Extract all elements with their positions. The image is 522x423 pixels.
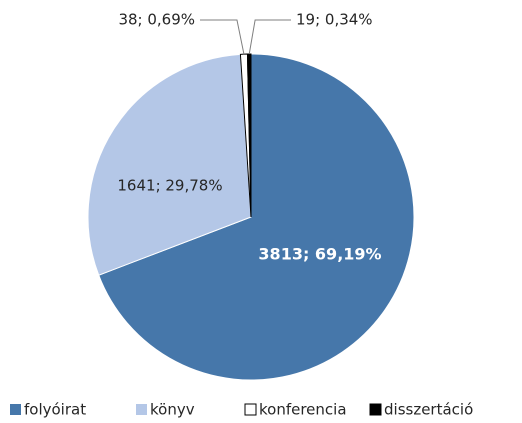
- legend-label: könyv: [150, 401, 195, 419]
- legend-swatch: [10, 404, 21, 415]
- legend-label: folyóirat: [24, 401, 86, 419]
- pie-slice: [246, 53, 252, 218]
- data-label: 38; 0,69%: [118, 11, 195, 29]
- legend-label: disszertáció: [384, 401, 473, 419]
- pie-slice: [98, 53, 415, 381]
- data-label: 1641; 29,78%: [117, 177, 222, 195]
- leader-line: [200, 19, 245, 55]
- legend-label: konferencia: [259, 401, 347, 419]
- data-label: 19; 0,34%: [296, 11, 373, 29]
- legend-swatch: [136, 404, 147, 415]
- leader-line: [248, 19, 291, 55]
- pie-slice: [87, 53, 252, 276]
- data-label: 3813; 69,19%: [258, 245, 381, 264]
- legend-swatch: [369, 403, 382, 416]
- legend-swatch: [244, 403, 257, 416]
